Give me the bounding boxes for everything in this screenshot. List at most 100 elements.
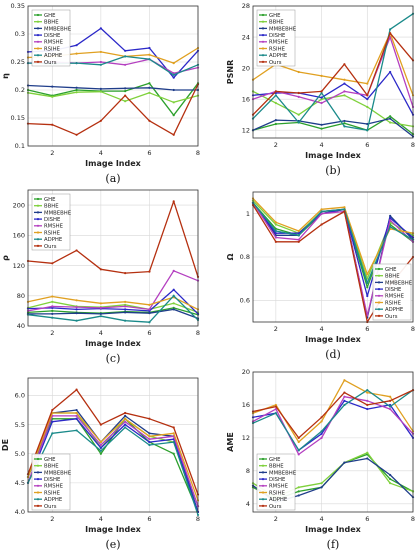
y-tick-label: 0.15 xyxy=(11,114,25,122)
legend-marker xyxy=(36,218,40,221)
legend-box xyxy=(31,453,71,511)
data-point xyxy=(148,303,151,306)
data-point xyxy=(148,58,151,61)
data-point xyxy=(172,426,175,429)
data-point xyxy=(75,414,78,417)
data-point xyxy=(148,443,151,447)
data-point xyxy=(99,119,102,122)
data-point xyxy=(51,420,54,423)
data-point xyxy=(75,249,78,252)
data-point xyxy=(148,82,151,85)
data-point xyxy=(51,300,54,303)
data-point xyxy=(51,316,54,319)
data-point xyxy=(148,119,151,122)
legend-marker xyxy=(36,54,40,57)
data-point xyxy=(148,308,151,311)
legend-marker xyxy=(36,60,40,64)
y-tick-label: 0.1 xyxy=(15,142,25,150)
series-line-adphe xyxy=(252,389,414,451)
data-point xyxy=(389,28,392,31)
data-point xyxy=(124,303,127,306)
legend-label: MMBEBHE xyxy=(44,26,72,32)
x-tick-label: 4 xyxy=(99,329,103,337)
legend-label: GHE xyxy=(44,457,56,463)
data-point xyxy=(366,451,369,454)
data-point xyxy=(320,436,323,439)
data-point xyxy=(172,308,175,311)
series-line-rsihe xyxy=(27,412,199,501)
data-point xyxy=(75,312,78,315)
data-point xyxy=(297,113,300,116)
data-point xyxy=(99,268,102,271)
legend-label: MMBEBHE xyxy=(269,470,297,476)
data-point xyxy=(75,88,78,92)
plot-frame xyxy=(27,5,199,147)
y-tick-label: 24 xyxy=(242,33,250,41)
data-point xyxy=(124,100,127,103)
data-point xyxy=(343,122,346,125)
legend-marker xyxy=(36,197,40,201)
data-point xyxy=(297,229,300,233)
legend-label: Ours xyxy=(269,504,282,510)
legend-label: MMBEBHE xyxy=(44,210,72,216)
data-point xyxy=(75,86,78,89)
series-line-mmbebhe xyxy=(27,84,198,91)
data-point xyxy=(99,27,102,30)
data-point xyxy=(172,432,175,435)
data-point xyxy=(196,513,200,517)
data-point xyxy=(297,494,300,497)
legend-marker xyxy=(261,478,265,481)
y-tick-label: 6.0 xyxy=(15,392,25,400)
data-point xyxy=(343,119,346,123)
data-point xyxy=(389,225,392,228)
legend-marker xyxy=(261,34,265,37)
x-tick-label: 2 xyxy=(50,515,54,523)
legend-label: ADPHE xyxy=(44,237,63,243)
data-point xyxy=(343,63,346,66)
y-tick-label: 16 xyxy=(242,401,250,409)
data-point xyxy=(320,212,323,215)
data-point xyxy=(366,94,369,97)
panel-caption: (f) xyxy=(327,538,340,550)
legend-marker xyxy=(36,457,40,461)
data-point xyxy=(99,315,102,318)
legend-marker xyxy=(377,308,381,311)
legend-label: ADPHE xyxy=(44,497,63,503)
legend-marker xyxy=(36,464,40,467)
legend-marker xyxy=(377,288,381,291)
data-point xyxy=(99,440,102,444)
data-point xyxy=(99,60,102,64)
x-tick-label: 2 xyxy=(50,329,54,337)
data-point xyxy=(75,306,78,309)
x-tick-label: 6 xyxy=(147,149,151,157)
data-point xyxy=(124,308,127,311)
legend-marker xyxy=(36,40,40,43)
legend-marker xyxy=(261,60,265,64)
data-point xyxy=(320,430,323,433)
chart-panel-e: 4.0 4.5 5.0 5.5 6.0 2 4 6 8 Image Index DE (e) GHEBB… xyxy=(1,377,200,550)
x-tick-label: 6 xyxy=(147,329,151,337)
data-point xyxy=(320,98,323,101)
data-point xyxy=(320,420,323,423)
x-tick-label: 8 xyxy=(196,149,200,157)
data-point xyxy=(343,395,346,398)
data-point xyxy=(99,446,102,450)
legend-marker xyxy=(36,13,40,17)
legend-marker xyxy=(36,231,40,234)
y-tick-label: 0.8 xyxy=(240,253,250,261)
y-tick-label: 8 xyxy=(246,467,250,475)
legend-box xyxy=(372,263,412,321)
data-point xyxy=(274,240,277,243)
data-point xyxy=(297,440,300,444)
legend-marker xyxy=(261,27,265,30)
data-point xyxy=(274,90,277,93)
data-point xyxy=(297,486,300,489)
data-point xyxy=(99,443,102,447)
data-point xyxy=(99,423,102,426)
plot-frame xyxy=(252,191,414,323)
data-point xyxy=(124,423,127,426)
data-point xyxy=(320,101,323,105)
